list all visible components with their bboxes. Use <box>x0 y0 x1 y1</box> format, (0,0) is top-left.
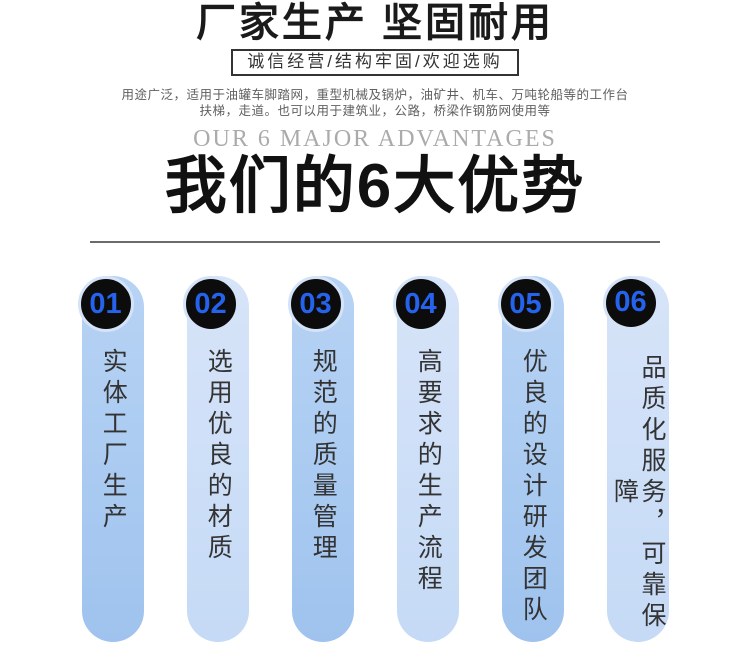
advantage-number-badge: 06 <box>602 276 659 330</box>
advantage-text-vertical: 规范的质量管理 <box>309 348 338 565</box>
advantage-pill-06: 06 品质化服务，可靠保障 <box>602 276 669 642</box>
advantage-text-vertical: 品质化服务，可靠保障 <box>610 354 667 634</box>
advantage-number-badge: 01 <box>77 276 134 332</box>
page-title: 厂家生产 坚固耐用 <box>195 1 555 45</box>
description-paragraph: 用途广泛，适用于油罐车脚踏网，重型机械及锅炉，油矿井、机车、万吨轮船等的工作台 … <box>88 87 663 119</box>
advantage-pill-05: 05 优良的设计研发团队 <box>497 276 564 642</box>
subtitle-en: OUR 6 MAJOR ADVANTAGES <box>193 126 557 152</box>
advantage-text-vertical: 优良的设计研发团队 <box>519 348 548 627</box>
advantage-number-badge: 05 <box>497 276 554 332</box>
slogan-box: 诚信经营/结构牢固/欢迎选购 <box>231 49 519 76</box>
advantage-text-vertical: 高要求的生产流程 <box>414 348 443 596</box>
description-line-2: 扶梯，走道。也可以用于建筑业，公路，桥梁作钢筋网使用等 <box>199 104 551 118</box>
divider-line <box>90 241 660 243</box>
description-line-1: 用途广泛，适用于油罐车脚踏网，重型机械及锅炉，油矿井、机车、万吨轮船等的工作台 <box>121 88 629 102</box>
advantages-row: 01 实体工厂生产 02 选用优良的材质 03 规范的质量管理 04 高要求的生产流程 05 优良… <box>0 276 750 642</box>
advantage-pill-03: 03 规范的质量管理 <box>287 276 354 642</box>
advantage-text-vertical: 实体工厂生产 <box>99 348 128 534</box>
advantage-pill-01: 01 实体工厂生产 <box>77 276 144 642</box>
advantage-pill-02: 02 选用优良的材质 <box>182 276 249 642</box>
advantage-pill-04: 04 高要求的生产流程 <box>392 276 459 642</box>
subtitle-cn: 我们的6大优势 <box>164 152 586 221</box>
advantage-number-badge: 03 <box>287 276 344 332</box>
advantage-number-badge: 04 <box>392 276 449 332</box>
advantage-text-vertical: 选用优良的材质 <box>204 348 233 565</box>
advantage-number-badge: 02 <box>182 276 239 332</box>
